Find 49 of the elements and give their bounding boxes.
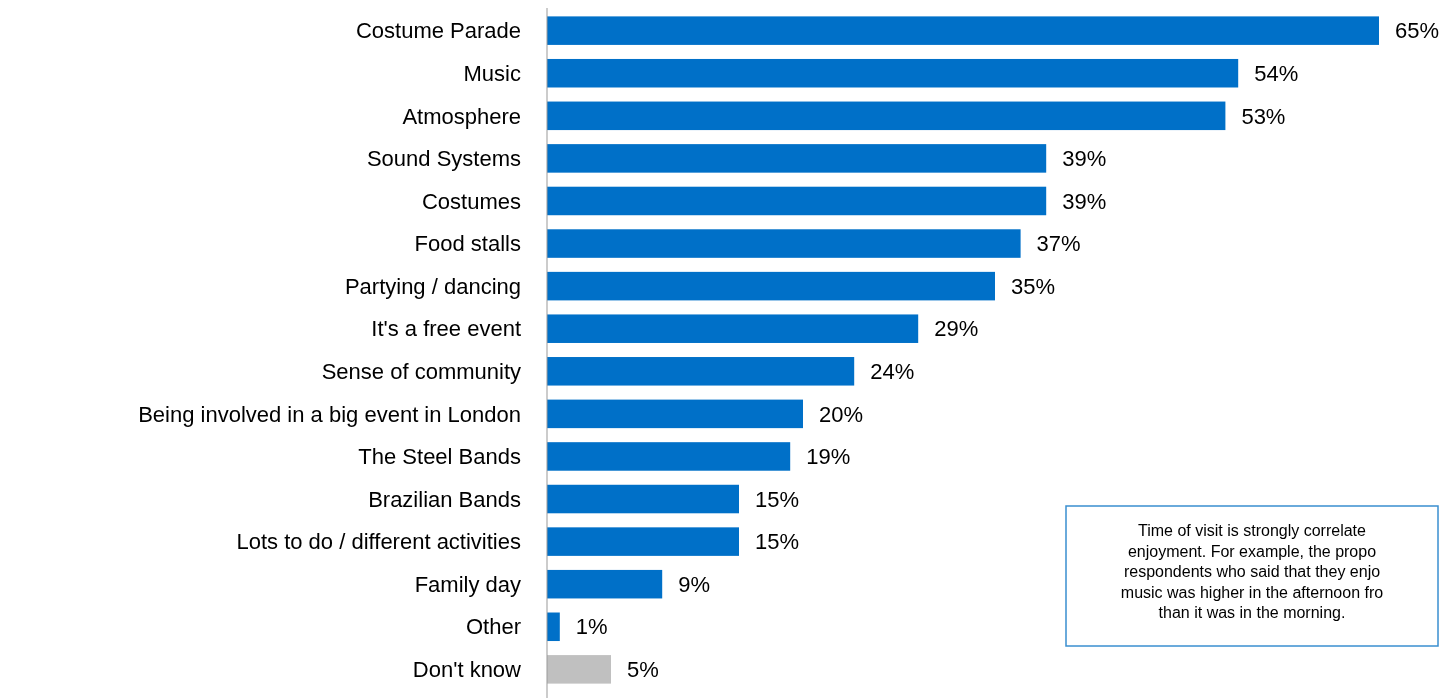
data-label: 24% xyxy=(870,358,915,384)
data-label: 29% xyxy=(934,316,979,342)
annotation: Time of visit is strongly correlate enjoyment. For example, the propo respondents who said that they enjo music was higher in the afternoon fro than it was in the morning. xyxy=(1120,522,1384,621)
bar xyxy=(547,442,791,471)
bar xyxy=(547,655,611,684)
data-label: 19% xyxy=(806,444,851,470)
y-tick-label: Lots to do / different activities xyxy=(236,529,521,555)
y-tick-label: Sense of community xyxy=(321,358,521,384)
data-label: 39% xyxy=(1062,188,1107,214)
bar xyxy=(547,399,803,429)
data-label: 9% xyxy=(678,571,710,597)
y-tick-label: Costumes xyxy=(421,188,521,214)
data-label: 1% xyxy=(575,614,608,640)
bar xyxy=(547,484,739,514)
bar xyxy=(547,271,995,301)
y-tick-label: Food stalls xyxy=(414,231,521,257)
data-label: 53% xyxy=(1241,103,1286,129)
y-tick-label: Don't know xyxy=(412,657,522,683)
y-tick-label: The Steel Bands xyxy=(358,444,521,470)
bar xyxy=(547,357,855,386)
data-label: 54% xyxy=(1254,60,1299,86)
y-tick-label: It's a free event xyxy=(371,316,521,342)
y-tick-label: Music xyxy=(463,60,521,86)
bar xyxy=(547,612,560,642)
bar xyxy=(547,16,1379,45)
y-tick-label: Brazilian Bands xyxy=(368,486,521,512)
bar xyxy=(547,229,1021,258)
y-tick-label: Family day xyxy=(414,571,521,597)
bar xyxy=(547,569,663,599)
y-tick-label: Costume Parade xyxy=(355,18,521,44)
bar xyxy=(547,101,1226,131)
data-label: 15% xyxy=(755,529,800,555)
y-tick-label: Atmosphere xyxy=(402,103,521,129)
data-label: 5% xyxy=(627,657,659,683)
data-label: 65% xyxy=(1395,18,1440,44)
bar xyxy=(547,144,1047,173)
data-label: 15% xyxy=(755,486,800,512)
y-tick-label: Sound Systems xyxy=(366,146,521,172)
data-label: 37% xyxy=(1036,231,1081,257)
y-tick-label: Being involved in a big event in London xyxy=(138,401,521,427)
bar xyxy=(547,527,739,556)
y-tick-label: Other xyxy=(465,614,521,640)
bar xyxy=(547,314,919,343)
data-label: 20% xyxy=(819,401,864,427)
data-label: 35% xyxy=(1011,273,1056,299)
data-label: 39% xyxy=(1062,146,1107,172)
bar xyxy=(547,58,1239,88)
bar xyxy=(547,186,1047,216)
y-tick-label: Partying / dancing xyxy=(344,273,521,299)
